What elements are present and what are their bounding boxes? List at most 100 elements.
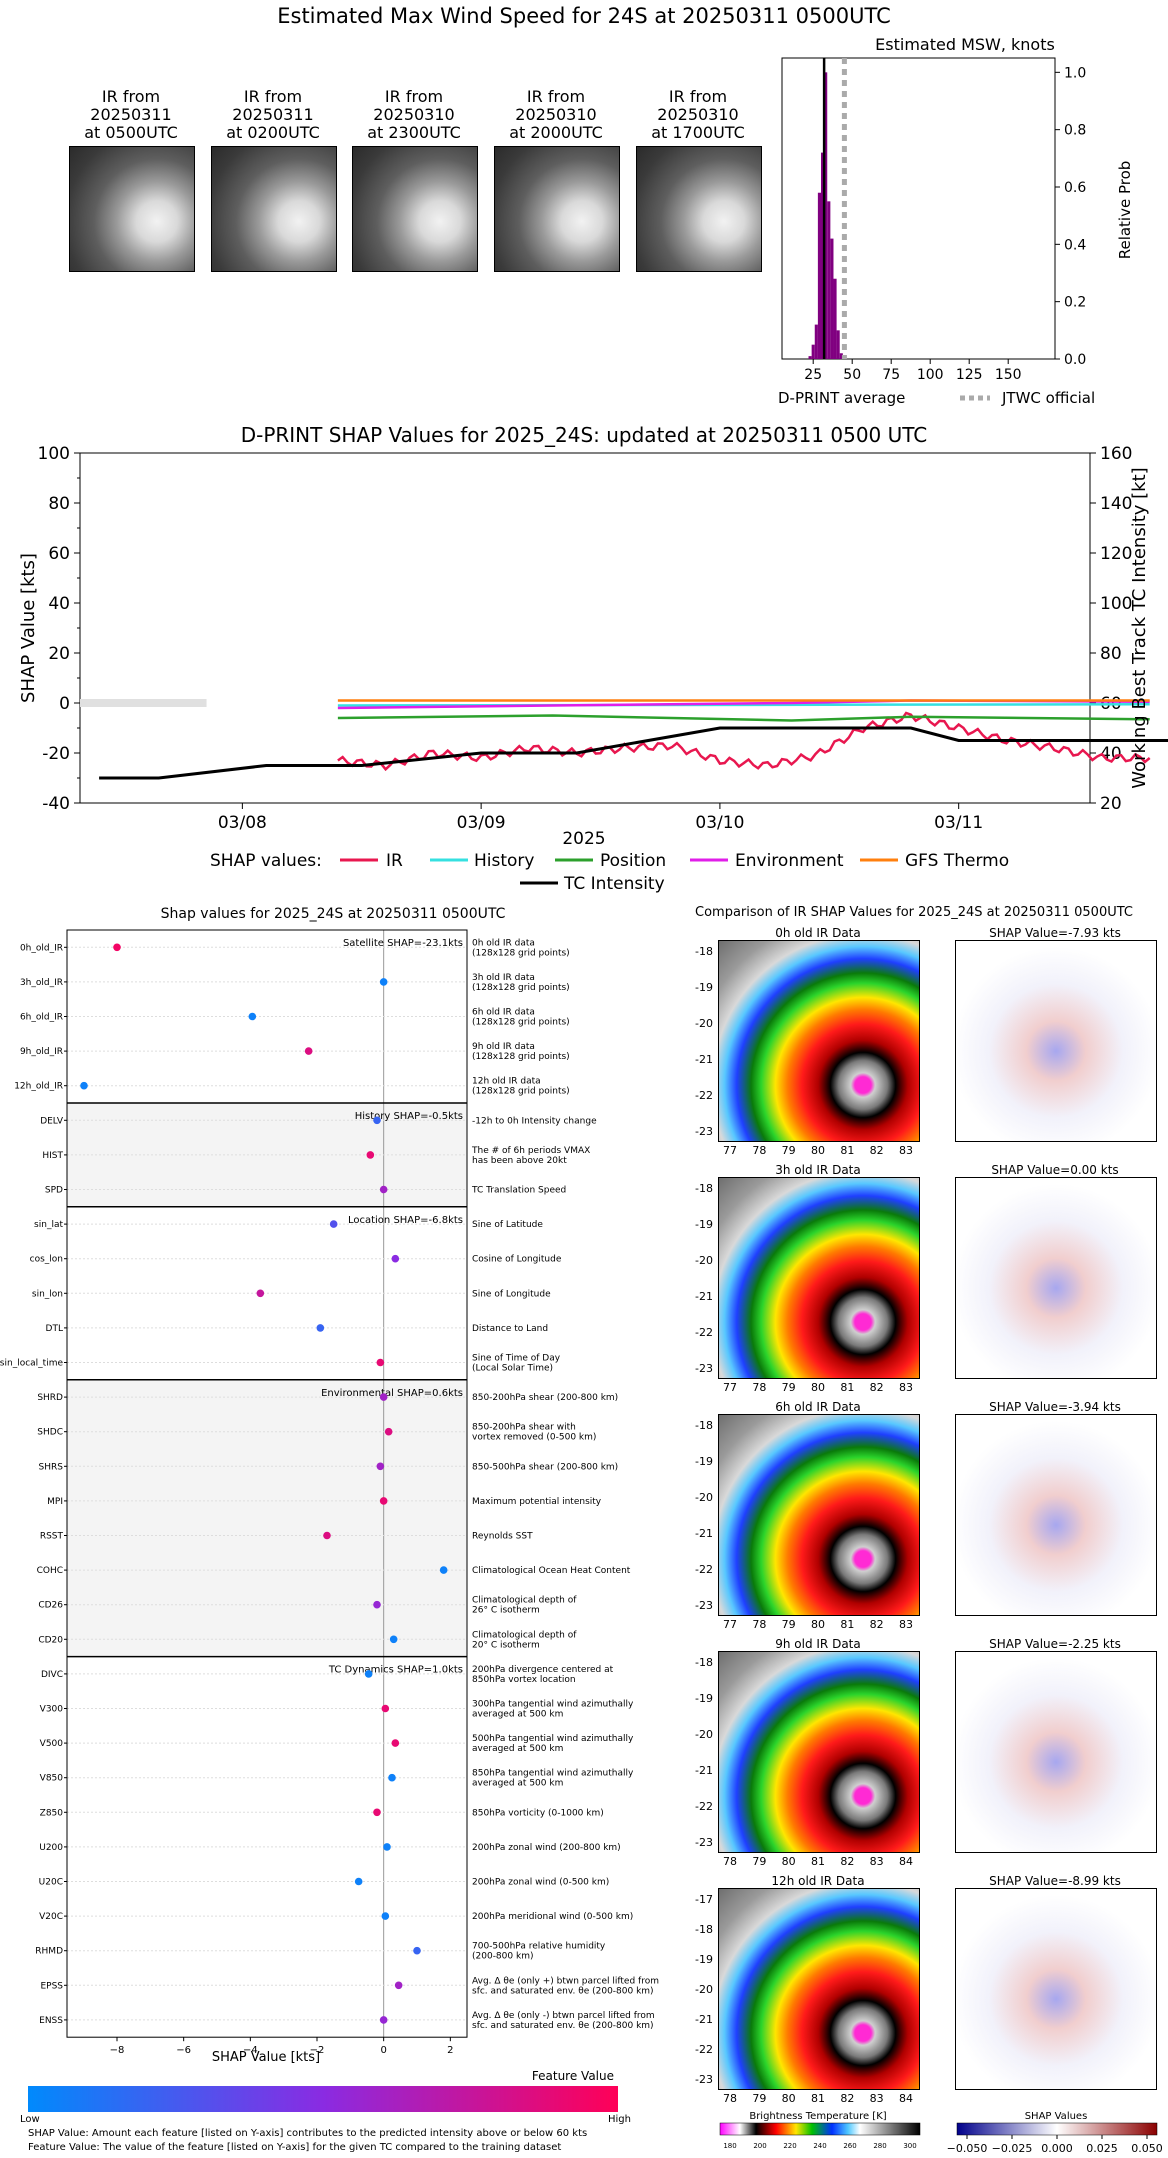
ir-image-panel [718, 1177, 920, 1379]
bee-point [379, 2016, 388, 2024]
shap-colorbar-tick: 0.000 [1041, 2142, 1073, 2155]
bee-feature-name: DIVC [41, 1670, 63, 1680]
bee-xtick-label: −2 [310, 2045, 325, 2056]
bee-xtick-label: 0 [380, 2045, 386, 2056]
feature-value-colorbar [28, 2086, 618, 2112]
ir-panel-xtick: 79 [781, 1381, 796, 1394]
msw-bar [811, 344, 815, 359]
msw-ytick-label: 0.4 [1064, 237, 1086, 253]
ir-panel-ytick: -21 [695, 1527, 713, 1540]
shap-map-panel [955, 1651, 1157, 1853]
footnote-1: SHAP Value: Amount each feature [listed … [28, 2128, 587, 2139]
bee-group-label: Environmental SHAP=0.6kts [321, 1388, 463, 1399]
msw-ytick-label: 0.2 [1064, 295, 1086, 311]
bee-point [376, 1358, 385, 1367]
legend-environment-label: Environment [735, 851, 844, 871]
bee-feature-name: V850 [40, 1774, 64, 1784]
bee-feature-desc: 6h old IR data (128x128 grid points) [472, 1008, 570, 1028]
ir-image-panel [718, 940, 920, 1142]
ts-y2tick-label: 140 [1100, 494, 1132, 514]
bee-point [373, 1116, 381, 1125]
ir-panel-xtick: 83 [899, 1381, 913, 1394]
ir-panel-xtick: 81 [811, 2092, 825, 2105]
shap-map-panel [955, 940, 1157, 1142]
shap-panel-title: SHAP Value=-2.25 kts [989, 1637, 1121, 1651]
bee-feature-desc: Cosine of Longitude [472, 1255, 562, 1265]
bee-feature-desc: -12h to 0h Intensity change [472, 1116, 597, 1126]
bee-point [376, 1462, 385, 1471]
bee-feature-name: U200 [39, 1843, 63, 1853]
ir-panel-xtick: 82 [869, 1144, 884, 1157]
bee-feature-name: sin_lat [34, 1220, 63, 1230]
ts-ytick-label: -20 [42, 744, 70, 764]
bee-feature-name: MPI [47, 1497, 63, 1507]
shap-timeseries-chart: D-PRINT SHAP Values for 2025_24S: update… [18, 423, 1168, 894]
colorbar-low: Low [20, 2114, 40, 2125]
msw-xtick-label: 150 [995, 367, 1022, 383]
shap-map-panel [955, 1888, 1157, 2090]
comparison-colorbars: Brightness Temperature [K] 180 200 220 240 2… [719, 2111, 1163, 2155]
legend-dprint-label: D-PRINT average [778, 389, 905, 407]
ts-ytick-label: 0 [59, 694, 70, 714]
shap-colorbar [956, 2122, 1158, 2136]
ir-panel-xtick: 84 [899, 2092, 913, 2105]
ir-panel-ytick: -22 [695, 1563, 713, 1576]
msw-ytick-label: 0.8 [1064, 123, 1086, 139]
msw-xtick-label: 100 [917, 367, 944, 383]
beeswarm-chart: Shap values for 2025_24S at 20250311 050… [0, 906, 659, 2153]
ir-panel-xtick: 77 [723, 1144, 737, 1157]
ts-xtick-label: 03/09 [457, 813, 506, 833]
bee-feature-name: 0h_old_IR [20, 943, 63, 953]
bee-point [80, 1081, 88, 1090]
msw-bar [827, 201, 831, 359]
ir-panel-xtick: 83 [869, 2092, 884, 2105]
bee-point [354, 1877, 363, 1886]
shap-panel-title: SHAP Value=-3.94 kts [989, 1400, 1121, 1414]
msw-xtick-label: 25 [804, 367, 822, 383]
colorbar-high: High [608, 2114, 631, 2125]
shap-colorbar-ticks: −0.050 −0.025 0.000 0.025 0.050 [947, 2135, 1163, 2155]
bee-point [256, 1289, 265, 1298]
bee-point [394, 1981, 403, 1990]
bee-point [379, 1393, 388, 1401]
bee-point [389, 1635, 398, 1644]
bee-feature-name: SHRD [37, 1393, 63, 1403]
bee-feature-desc: Climatological Ocean Heat Content [472, 1566, 631, 1576]
bt-colorbar [719, 2122, 921, 2136]
bee-feature-name: Z850 [40, 1808, 64, 1818]
bt-colorbar-title: Brightness Temperature [K] [749, 2111, 886, 2122]
ir-panel-xtick: 81 [840, 1381, 855, 1394]
ir-panel-ytick: -23 [695, 1125, 713, 1138]
bee-feature-name: HIST [42, 1151, 63, 1161]
bee-group-label: Satellite SHAP=-23.1kts [343, 938, 463, 949]
ir-panel-ytick: -18 [695, 1923, 713, 1936]
legend-title: SHAP values: [210, 851, 322, 871]
legend-jtwc-label: JTWC official [1001, 389, 1095, 407]
bee-point [113, 943, 121, 952]
msw-bar [808, 356, 812, 359]
colorbar-title: Feature Value [532, 2069, 614, 2083]
bee-feature-name: U20C [39, 1878, 63, 1888]
ir-panel-xtick: 78 [723, 2092, 737, 2105]
ir-panel-ytick: -19 [695, 981, 713, 994]
bee-group-label: Location SHAP=-6.8kts [348, 1215, 463, 1226]
ir-panel-xtick: 79 [752, 2092, 767, 2105]
ir-thumbnail-caption: IR from 20250310 at 2000UTC [509, 87, 603, 142]
bee-point [439, 1566, 448, 1574]
ts-xtick-label: 03/10 [695, 813, 744, 833]
comparison-title: Comparison of IR SHAP Values for 2025_24… [695, 905, 1133, 920]
msw-xtick-label: 75 [882, 367, 900, 383]
bee-feature-desc: Reynolds SST [472, 1532, 533, 1542]
ir-panel-xtick: 77 [723, 1381, 737, 1394]
ir-panel-xtick: 81 [811, 1855, 825, 1868]
ir-panel-xtick: 79 [781, 1144, 796, 1157]
msw-bar [833, 278, 837, 359]
ir-panel-ytick: -22 [695, 1800, 713, 1813]
bee-feature-desc: 0h old IR data (128x128 grid points) [472, 938, 570, 958]
ir-panel-xtick: 77 [723, 1618, 737, 1631]
bee-xtick-label: 2 [447, 2045, 453, 2056]
msw-bar [836, 330, 840, 359]
ir-panel-xtick: 80 [811, 1381, 825, 1394]
bee-content: Satellite SHAP=-23.1kts History SHAP=-0.5… [0, 929, 659, 2056]
ir-thumbnail-image [352, 146, 478, 272]
